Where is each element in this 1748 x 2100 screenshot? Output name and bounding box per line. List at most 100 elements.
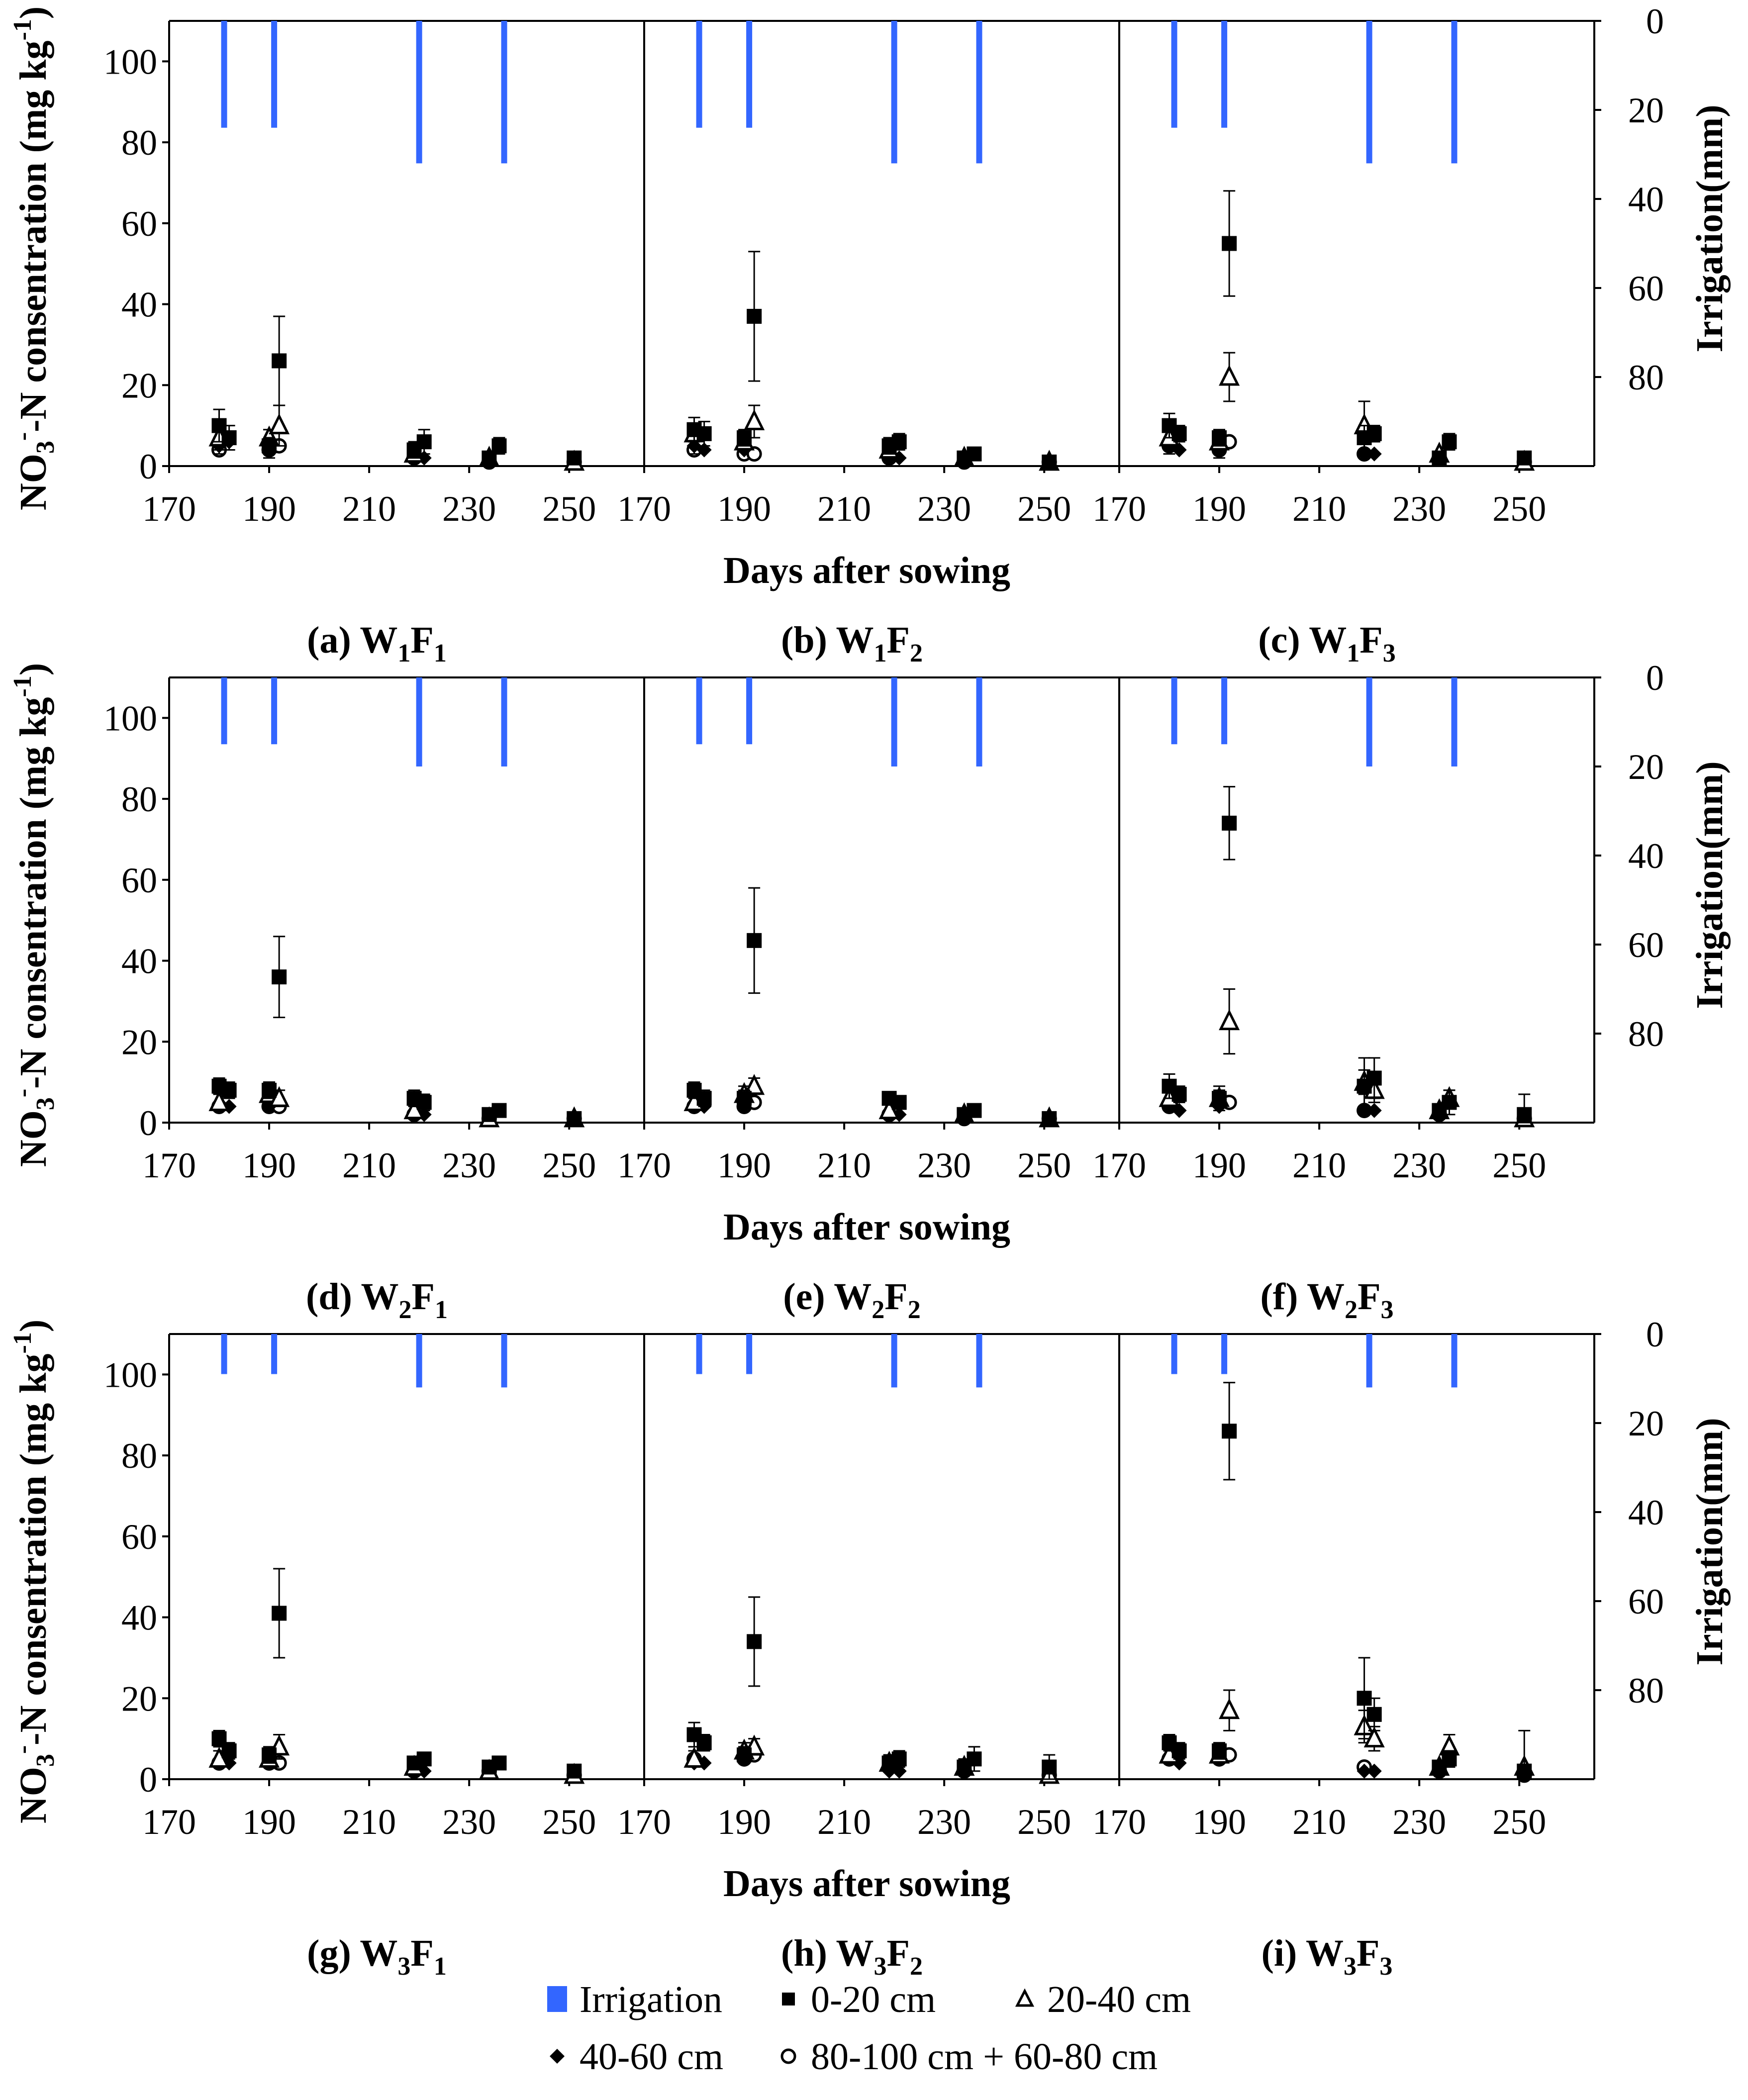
series-0-20-cm (1162, 190, 1532, 466)
y-tick-label: 60 (121, 860, 157, 900)
x-tick-label: 230 (917, 1802, 971, 1842)
x-tick-label: 230 (1392, 489, 1446, 529)
irrigation-bar (221, 1334, 227, 1374)
panel-label: (f) W2F3 (1261, 1276, 1394, 1324)
data-point-0-20-cm (491, 1755, 507, 1771)
data-point-0-20-cm (737, 1091, 752, 1106)
data-point-0-20-cm (272, 1606, 287, 1621)
legend-label: Irrigation (580, 1979, 722, 2020)
irrigation-bar (891, 21, 897, 164)
x-tick-label: 170 (617, 489, 671, 529)
x-tick-label: 190 (242, 1802, 296, 1842)
y2-tick-label: 40 (1628, 1493, 1664, 1532)
x-tick-label: 250 (542, 489, 596, 529)
panel-label: (g) W3F1 (307, 1932, 447, 1981)
legend-label: 0-20 cm (811, 1979, 936, 2020)
x-tick-label: 230 (1392, 1145, 1446, 1185)
irrigation-bar (1451, 21, 1457, 164)
y2-axis-title: Irrigation(mm) (1689, 1418, 1731, 1665)
irrigation-bar (1171, 21, 1177, 128)
y2-tick-label: 60 (1628, 1582, 1664, 1622)
data-point-0-20-cm (1442, 434, 1457, 450)
data-point-0-20-cm (891, 1095, 907, 1110)
x-tick-label: 250 (1017, 1802, 1071, 1842)
legend-item: 20-40 cm (1015, 1979, 1191, 2020)
irrigation-bar (696, 677, 702, 745)
x-axis-title: Days after sowing (723, 550, 1010, 591)
irrigation-bar (1366, 1334, 1372, 1388)
series-0-20-cm (1162, 1382, 1532, 1780)
legend-swatch-square (782, 1993, 795, 2005)
data-point-40-60-cm (1366, 1103, 1382, 1118)
x-tick-label: 210 (817, 1145, 871, 1185)
panel-7: 170 190 210 230 250 (g) W3F1 (142, 1333, 644, 1981)
irrigation-bar (976, 1334, 982, 1388)
data-point-0-20-cm (221, 1082, 237, 1098)
data-point-0-20-cm (1366, 1070, 1382, 1086)
data-point-0-20-cm (891, 1751, 907, 1767)
panel-label: (d) W2F1 (306, 1276, 448, 1324)
x-tick-label: 190 (242, 1145, 296, 1185)
x-axis-title: Days after sowing (723, 1863, 1010, 1905)
data-point-0-20-cm (737, 1747, 752, 1763)
y-tick-label: 20 (121, 366, 157, 405)
series-0-20-cm (686, 1596, 1057, 1780)
data-point-0-20-cm (1366, 1707, 1382, 1722)
irrigation-bar (746, 21, 753, 128)
data-point-0-20-cm (272, 353, 287, 369)
data-point-0-20-cm (262, 438, 277, 454)
data-point-0-20-cm (1517, 450, 1532, 466)
y-axis-title: NO3--N consentration (mg kg-1) (8, 663, 60, 1167)
x-tick-label: 170 (1092, 489, 1146, 529)
y-tick-label: 80 (121, 123, 157, 163)
irrigation-bar (1451, 677, 1457, 766)
irrigation-bar (746, 1334, 753, 1374)
x-tick-label: 250 (1492, 1802, 1546, 1842)
y2-tick-label: 40 (1628, 836, 1664, 876)
y2-axis-title: Irrigation(mm) (1689, 104, 1731, 352)
x-tick-label: 230 (442, 1145, 496, 1185)
y-tick-label: 60 (121, 204, 157, 244)
y2-tick-label: 0 (1646, 1315, 1664, 1354)
legend-label: 80-100 cm + 60-80 cm (811, 2036, 1158, 2078)
x-tick-label: 250 (1492, 489, 1546, 529)
data-point-40-60-cm (1366, 446, 1382, 462)
irrigation-bar (501, 1334, 507, 1388)
irrigation-bar (976, 677, 982, 766)
x-tick-label: 230 (442, 1802, 496, 1842)
data-point-0-20-cm (737, 430, 752, 446)
series-0-20-cm (211, 315, 582, 466)
data-point-0-20-cm (1171, 1087, 1187, 1102)
data-point-0-20-cm (891, 434, 907, 450)
x-tick-label: 210 (1292, 1802, 1346, 1842)
data-point-0-20-cm (967, 446, 982, 462)
data-point-0-20-cm (272, 969, 287, 985)
data-point-0-20-cm (696, 426, 712, 441)
y-tick-label: 20 (121, 1679, 157, 1718)
data-point-20-40-cm (1363, 1726, 1385, 1748)
y2-tick-label: 0 (1646, 658, 1664, 698)
panel-4: 170 190 210 230 250 (d) W2F1 (142, 676, 644, 1324)
irrigation-bar (416, 1334, 422, 1388)
panel-label: (c) W1F3 (1258, 619, 1395, 668)
irrigation-bar (221, 21, 227, 128)
chart-row-1: 0 20 40 60 80 100 NO3--N consentration (mg kg-… (8, 1, 1731, 668)
y2-tick-label: 20 (1628, 1404, 1664, 1443)
legend-swatch-circle (780, 2048, 796, 2064)
y-tick-label: 100 (103, 698, 157, 738)
data-point-0-20-cm (696, 1735, 712, 1750)
x-tick-label: 170 (142, 1802, 196, 1842)
x-tick-label: 210 (1292, 489, 1346, 529)
legend-swatch-irrigation (547, 1986, 567, 2012)
y2-tick-label: 20 (1628, 91, 1664, 130)
x-tick-label: 170 (617, 1145, 671, 1185)
chart-rows: 0 20 40 60 80 100 NO3--N consentration (mg kg-… (8, 1, 1731, 1981)
data-point-0-20-cm (567, 1111, 582, 1126)
panel-label: (i) W3F3 (1262, 1932, 1393, 1981)
series-20-40-cm (1159, 1689, 1535, 1776)
y2-tick-label: 0 (1646, 1, 1664, 41)
irrigation-bar (271, 21, 278, 128)
irrigation-bar (976, 21, 982, 164)
y2-tick-label: 60 (1628, 269, 1664, 308)
irrigation-bar (1221, 677, 1228, 745)
